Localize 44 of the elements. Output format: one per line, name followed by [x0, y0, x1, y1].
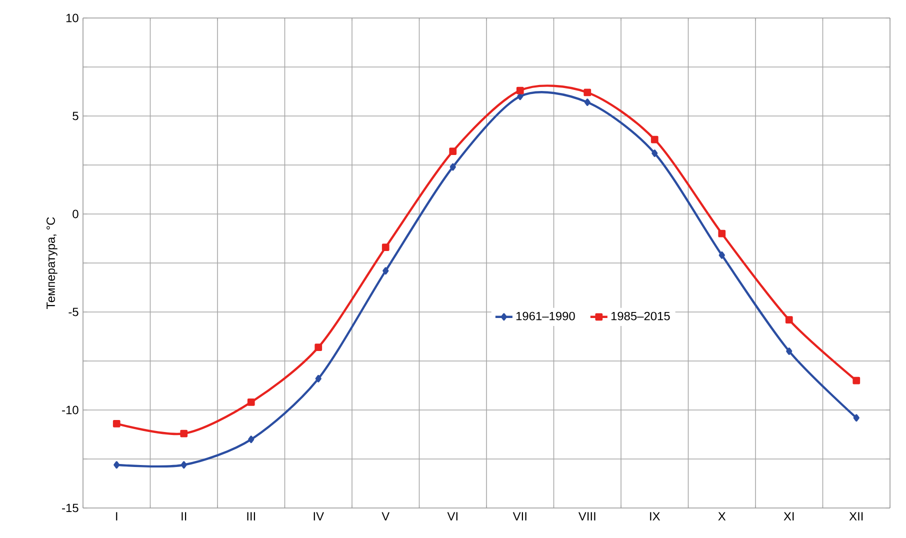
y-axis-title: Температура, °C: [46, 217, 58, 309]
point: [516, 86, 524, 94]
point: [718, 251, 725, 259]
point: [853, 414, 860, 422]
point: [785, 316, 793, 324]
point: [247, 398, 255, 406]
point: [449, 148, 457, 155]
point: [180, 461, 187, 469]
point: [584, 98, 590, 106]
point: [180, 430, 188, 438]
y-tick-label: 5: [72, 112, 78, 120]
point: [852, 376, 860, 384]
x-tick-label: XII: [849, 512, 863, 520]
point: [650, 136, 658, 144]
point: [112, 420, 120, 428]
point: [114, 461, 120, 469]
x-tick-label: IX: [650, 512, 660, 520]
point: [450, 163, 456, 171]
point: [315, 374, 322, 382]
y-tick-label: 0: [72, 210, 78, 218]
point: [314, 344, 322, 351]
x-tick-label: V: [382, 512, 390, 520]
x-tick-label: IV: [314, 512, 324, 520]
y-tick-label: -10: [62, 406, 78, 414]
x-tick-label: VI: [447, 512, 458, 520]
legend-label: 1985–2015: [611, 312, 670, 320]
x-tick-label: XI: [784, 512, 794, 520]
x-tick-label: III: [247, 512, 256, 520]
point: [584, 88, 592, 96]
point: [718, 230, 726, 238]
point: [652, 150, 658, 157]
x-tick-label: VIII: [578, 512, 596, 520]
x-tick-label: I: [116, 512, 118, 520]
y-tick-label: -15: [62, 504, 78, 512]
y-tick-label: -5: [68, 308, 78, 316]
x-tick-label: X: [718, 512, 726, 520]
x-tick-label: VII: [512, 512, 526, 520]
legend-label: 1961–1990: [516, 312, 575, 320]
point: [382, 267, 389, 275]
y-tick-label: 10: [66, 14, 78, 22]
point: [786, 348, 792, 355]
point: [248, 436, 254, 444]
x-tick-label: II: [182, 512, 186, 520]
point: [382, 244, 390, 251]
